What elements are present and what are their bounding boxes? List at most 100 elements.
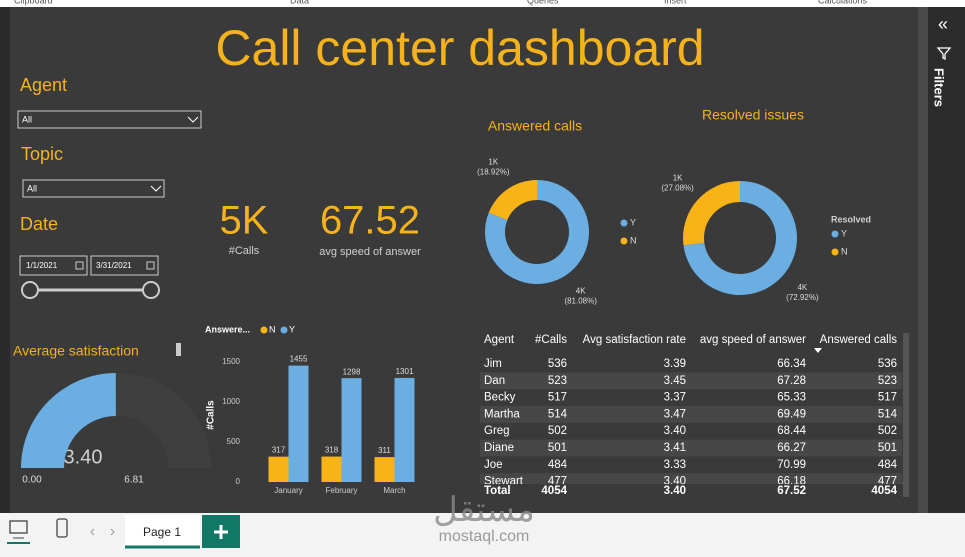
gauge-title: Average satisfaction — [13, 343, 139, 359]
dropdown-value: All — [27, 183, 37, 193]
legend-marker — [831, 230, 839, 238]
table-cell: 477 — [548, 476, 567, 488]
legend-title: Resolved — [831, 214, 871, 224]
table-cell: Diane — [484, 442, 514, 454]
calendar-icon — [146, 261, 155, 270]
legend-label: Y — [841, 228, 847, 238]
plus-icon — [214, 525, 228, 539]
y-tick-label: 1000 — [222, 397, 240, 406]
calendar-icon — [75, 261, 84, 270]
table-cell: 3.37 — [664, 392, 686, 404]
table-cell: 477 — [878, 476, 897, 488]
chevron — [187, 116, 199, 123]
data-label: 1K — [488, 157, 498, 166]
column-header: #Calls — [535, 334, 567, 346]
row-band — [480, 406, 902, 423]
ribbon-label: Clipboard — [14, 0, 53, 5]
data-label: 4K — [576, 287, 586, 296]
slicer-label: Topic — [21, 144, 63, 164]
data-label: 311 — [378, 446, 391, 455]
table-cell: 66.18 — [777, 476, 806, 488]
y-tick-label: 1500 — [222, 357, 240, 366]
donut-segment — [485, 180, 589, 284]
slider-handle[interactable] — [21, 281, 39, 299]
data-label: 4K — [797, 283, 807, 292]
legend-label: Y — [630, 217, 636, 227]
page-tab[interactable] — [125, 515, 200, 548]
dropdown[interactable] — [17, 110, 202, 129]
filters-title[interactable]: Filters — [932, 68, 947, 107]
gauge-max: 6.81 — [124, 475, 144, 486]
data-label: (18.92%) — [477, 167, 510, 176]
table-cell: 66.27 — [777, 442, 806, 454]
prev-arrow[interactable] — [90, 528, 95, 536]
table-scrollbar[interactable] — [903, 333, 909, 497]
x-tick-label: March — [383, 486, 405, 495]
legend-title: Answere... — [205, 324, 250, 334]
table-cell: Becky — [484, 392, 516, 404]
sort-arrow — [814, 348, 822, 353]
watermark: مستقل — [433, 491, 535, 529]
table-cell: 517 — [548, 392, 567, 404]
date-start: 1/1/2021 — [26, 261, 58, 270]
data-label: 1298 — [343, 367, 361, 376]
table-cell: 502 — [548, 425, 567, 437]
ribbon-label: Insert — [664, 0, 687, 5]
title: Call center dashboard — [215, 20, 704, 76]
filter-icon — [936, 47, 952, 61]
column-header: Agent — [484, 334, 515, 346]
y-tick-label: 0 — [236, 477, 241, 486]
table-rows: Jim 536 3.39 66.34 536 Dan 523 3.45 67.28 523 Beck… — [480, 358, 902, 488]
bar — [374, 457, 395, 482]
gauge-min: 0.00 — [22, 475, 42, 486]
legend-label: N — [630, 235, 637, 245]
table-cell: Martha — [484, 408, 520, 420]
column-header: Answered calls — [820, 334, 898, 346]
date-input[interactable] — [19, 255, 88, 276]
column-header: avg speed of answer — [700, 334, 806, 346]
page-tab-label[interactable]: Page 1 — [143, 525, 181, 539]
bar — [268, 456, 289, 482]
donut-title: Resolved issues — [702, 107, 804, 123]
legend-marker — [831, 248, 839, 256]
desktop-icon[interactable] — [9, 520, 28, 534]
data-label: (81.08%) — [564, 297, 597, 306]
card-value: 5K — [220, 199, 269, 243]
column-header: Avg satisfaction rate — [583, 334, 686, 346]
table-cell: 65.33 — [777, 392, 806, 404]
data-label: 1301 — [396, 367, 414, 376]
date-input[interactable] — [90, 255, 159, 276]
phone-icon[interactable] — [56, 518, 68, 538]
ribbon-label: Calculations — [818, 0, 868, 5]
watermark: mostaql.com — [439, 528, 530, 545]
table-cell: 514 — [548, 408, 568, 420]
table-cell: 536 — [548, 358, 567, 370]
data-label: 1455 — [290, 355, 308, 364]
table-cell: 3.45 — [664, 375, 686, 387]
table-cell: 3.39 — [664, 358, 686, 370]
data-label: 318 — [325, 446, 339, 455]
legend-marker — [620, 237, 628, 245]
collapse-icon[interactable]: « — [938, 14, 948, 34]
total-cell: 3.40 — [664, 485, 686, 497]
donut-segment — [683, 181, 797, 295]
table-cell: 536 — [878, 358, 897, 370]
table-cell: 502 — [878, 425, 897, 437]
gauge-value: 3.40 — [64, 446, 103, 468]
slicer-label: Agent — [20, 75, 67, 95]
dropdown-value: All — [22, 114, 32, 124]
data-label: (27.08%) — [661, 183, 694, 192]
total-cell: Total — [484, 485, 511, 497]
filters-pane[interactable] — [928, 7, 965, 513]
next-arrow[interactable] — [110, 528, 115, 536]
row-band — [480, 473, 902, 484]
chevron — [150, 185, 162, 192]
slider-handle[interactable] — [142, 281, 160, 299]
row-band — [480, 439, 902, 457]
table-cell: 66.34 — [777, 358, 806, 370]
table-cell: 70.99 — [777, 459, 806, 471]
dropdown[interactable] — [22, 179, 165, 198]
total-cell: 4054 — [541, 485, 567, 497]
table-cell: 523 — [548, 375, 567, 387]
